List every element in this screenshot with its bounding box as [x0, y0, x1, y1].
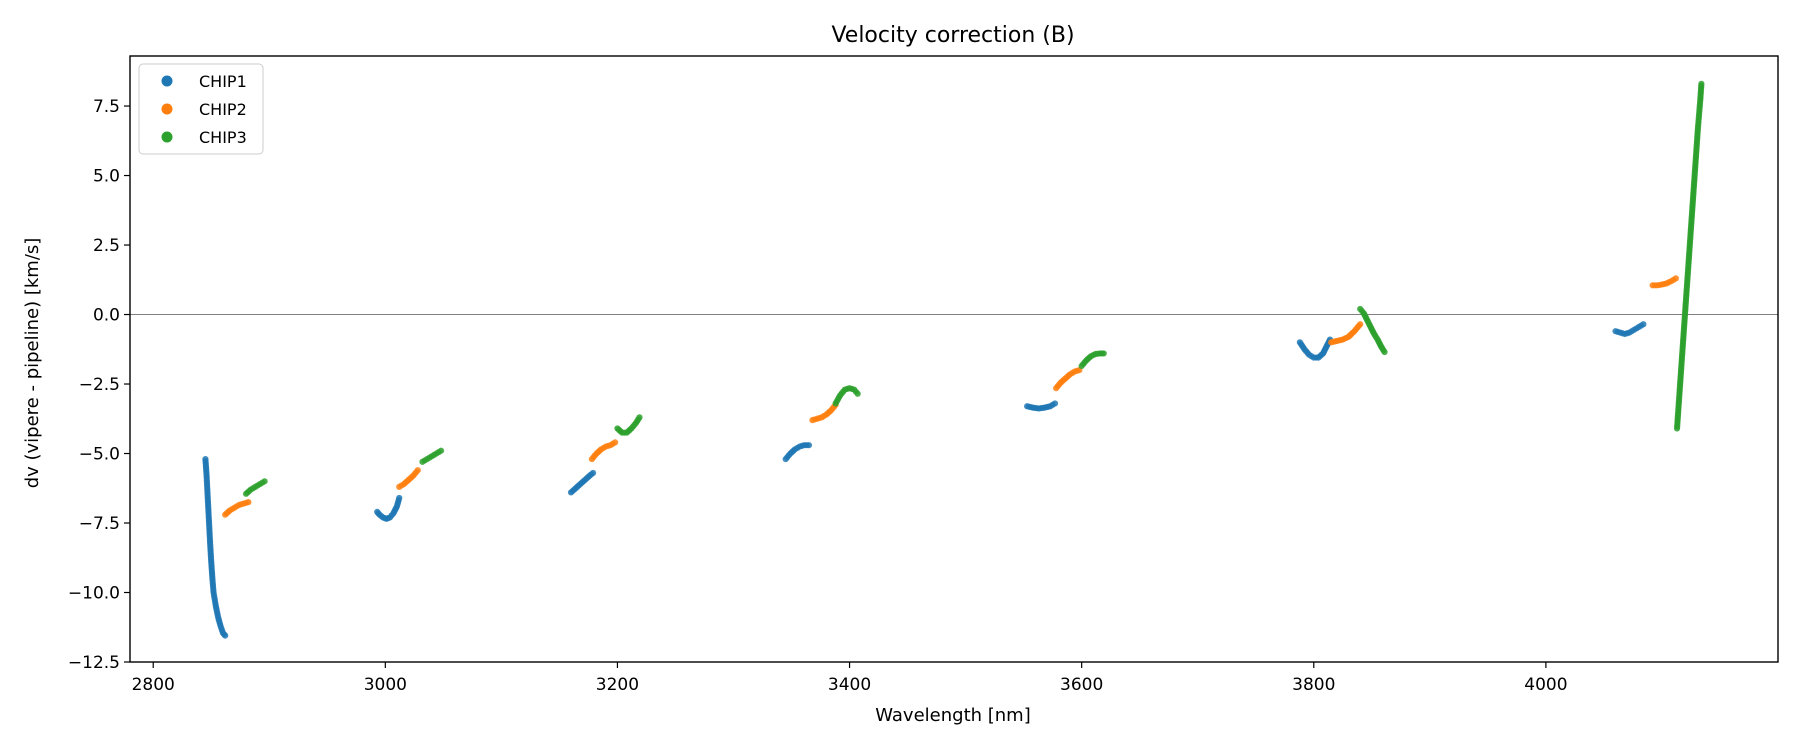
data-point	[1698, 80, 1705, 87]
y-tick-label: 2.5	[93, 236, 120, 256]
x-tick-label: 4000	[1524, 675, 1567, 695]
data-point	[612, 439, 619, 446]
y-tick-label: 5.0	[93, 167, 120, 187]
legend: CHIP1 CHIP2 CHIP3	[138, 63, 264, 155]
y-tick-label: 7.5	[93, 97, 120, 117]
data-point	[222, 632, 229, 639]
y-tick-label: −12.5	[68, 653, 120, 673]
y-tick-label: −10.0	[68, 584, 120, 604]
data-point	[437, 447, 445, 454]
data-point	[245, 499, 252, 506]
data-point	[1357, 321, 1364, 328]
plot-area: 2800 3000 3200 3400 3600 3800 4000 −12.5 −10.0 −7…	[68, 55, 1779, 695]
data-point	[854, 390, 861, 397]
y-tick-label: −2.5	[79, 375, 120, 395]
data-point	[1100, 350, 1107, 357]
y-tick-label: 0.0	[93, 306, 120, 326]
legend-label-chip2: CHIP2	[199, 100, 247, 119]
y-tick-label: −5.0	[79, 445, 120, 465]
data-point	[261, 478, 268, 485]
data-point	[805, 442, 813, 449]
legend-marker-chip1	[161, 75, 173, 87]
x-tick-label: 3000	[364, 675, 407, 695]
x-axis-label: Wavelength [nm]	[875, 705, 1031, 726]
x-tick-label: 3600	[1060, 675, 1103, 695]
series-chip3	[242, 80, 1705, 497]
legend-marker-chip2	[161, 103, 173, 115]
series-chip1	[202, 321, 1647, 639]
legend-label-chip1: CHIP1	[199, 72, 247, 91]
legend-box	[138, 63, 264, 155]
x-tick-label: 3800	[1292, 675, 1335, 695]
chart-title: Velocity correction (B)	[831, 23, 1074, 48]
x-tick-label: 3400	[828, 675, 871, 695]
data-point	[414, 467, 421, 474]
data-point	[1381, 348, 1388, 356]
data-point	[396, 494, 403, 502]
legend-marker-chip3	[161, 131, 173, 143]
axes-frame	[129, 55, 1779, 663]
data-point	[1672, 275, 1679, 282]
series-chip2	[222, 275, 1679, 518]
y-axis-label: dv (vipere - pipeline) [km/s]	[22, 238, 43, 489]
data-point	[1051, 400, 1059, 407]
legend-label-chip3: CHIP3	[199, 128, 247, 147]
y-tick-label: −7.5	[79, 514, 120, 534]
data-point	[1640, 321, 1647, 328]
x-tick-label: 3200	[596, 675, 639, 695]
data-point	[636, 414, 643, 421]
data-point	[589, 469, 597, 477]
x-tick-label: 2800	[132, 675, 175, 695]
